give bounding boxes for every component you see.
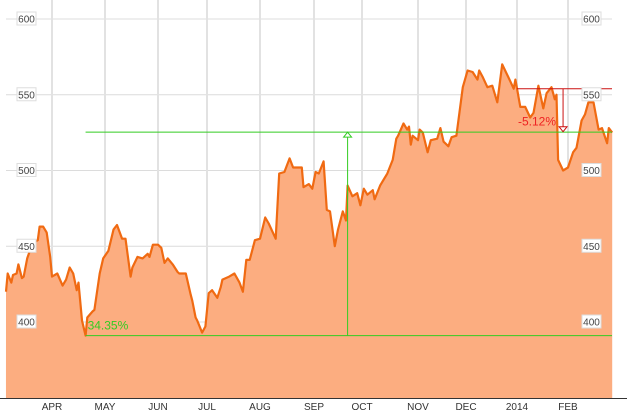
y-tick-left-box [16, 238, 37, 253]
y-tick-right-box [581, 163, 602, 177]
y-tick-left-box [16, 314, 37, 329]
y-tick-right-box [581, 314, 602, 329]
price-line [4, 63, 614, 337]
y-tick-right: 600 [583, 15, 600, 26]
y-axis: 400 400 450 450 500 500 550 550 600 600 [16, 11, 602, 329]
y-tick-left: 500 [18, 166, 35, 177]
y-tick-left: 600 [18, 15, 35, 26]
y-tick-right: 400 [583, 318, 600, 329]
x-tick-label: JUL [198, 402, 216, 413]
loss-label: -5.12% [518, 115, 556, 129]
x-tick-label: DEC [455, 402, 476, 413]
x-tick-label: NOV [407, 402, 429, 413]
annotations: 34.35% -5.12% [85, 88, 612, 337]
y-tick-right: 550 [583, 90, 600, 101]
area-series [4, 63, 614, 399]
y-tick-left: 550 [18, 90, 35, 101]
area-fill [5, 64, 613, 399]
gain-label: 34.35% [88, 319, 129, 333]
x-tick-label: SEP [304, 402, 324, 413]
y-tick-left: 450 [18, 242, 35, 253]
y-tick-left-box [16, 163, 37, 177]
y-tick-left-box [16, 11, 37, 26]
y-tick-right-box [581, 87, 602, 102]
y-tick-left: 400 [18, 318, 35, 329]
y-tick-right: 500 [583, 166, 600, 177]
x-tick-label: AUG [249, 402, 271, 413]
y-tick-left-box [16, 87, 37, 102]
loss-arrow-head-icon [558, 126, 569, 133]
x-tick-label: 2014 [506, 402, 529, 413]
y-tick-right-box [581, 11, 602, 26]
x-tick-label: JUN [148, 402, 167, 413]
y-tick-right-box [581, 238, 602, 253]
x-tick-label: APR [42, 402, 63, 413]
y-tick-right: 450 [583, 242, 600, 253]
x-tick-label: FEB [558, 402, 578, 413]
x-axis: APR MAY JUN JUL AUG SEP OCT NOV DEC 2014 FEB [0, 398, 627, 413]
x-tick-label: MAY [95, 402, 116, 413]
x-tick-label: OCT [351, 402, 372, 413]
gain-arrow-head-icon [342, 131, 353, 138]
